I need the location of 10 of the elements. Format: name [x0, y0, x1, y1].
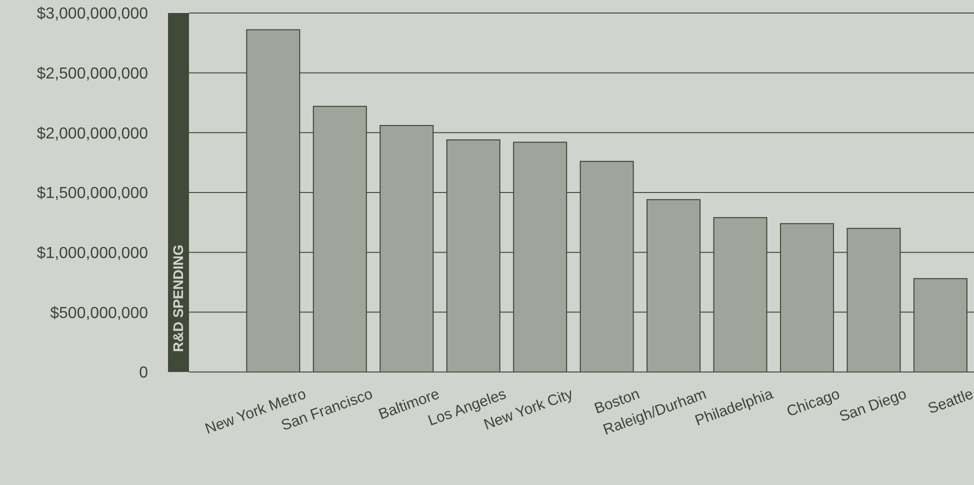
y-tick-label: $2,000,000,000 — [36, 125, 148, 142]
y-tick-label: $3,000,000,000 — [36, 6, 148, 23]
y-axis-title: R&D SPENDING — [170, 244, 186, 352]
y-tick-label: $1,500,000,000 — [36, 185, 148, 202]
y-tick-label: $1,000,000,000 — [36, 245, 148, 262]
y-tick-label: $2,500,000,000 — [36, 66, 148, 83]
y-tick-label: 0 — [139, 364, 148, 382]
label-panel: R&D SPENDING — [168, 13, 189, 372]
y-tick-label: $500,000,000 — [50, 304, 148, 322]
x-tick-label: Seattle — [926, 386, 974, 418]
